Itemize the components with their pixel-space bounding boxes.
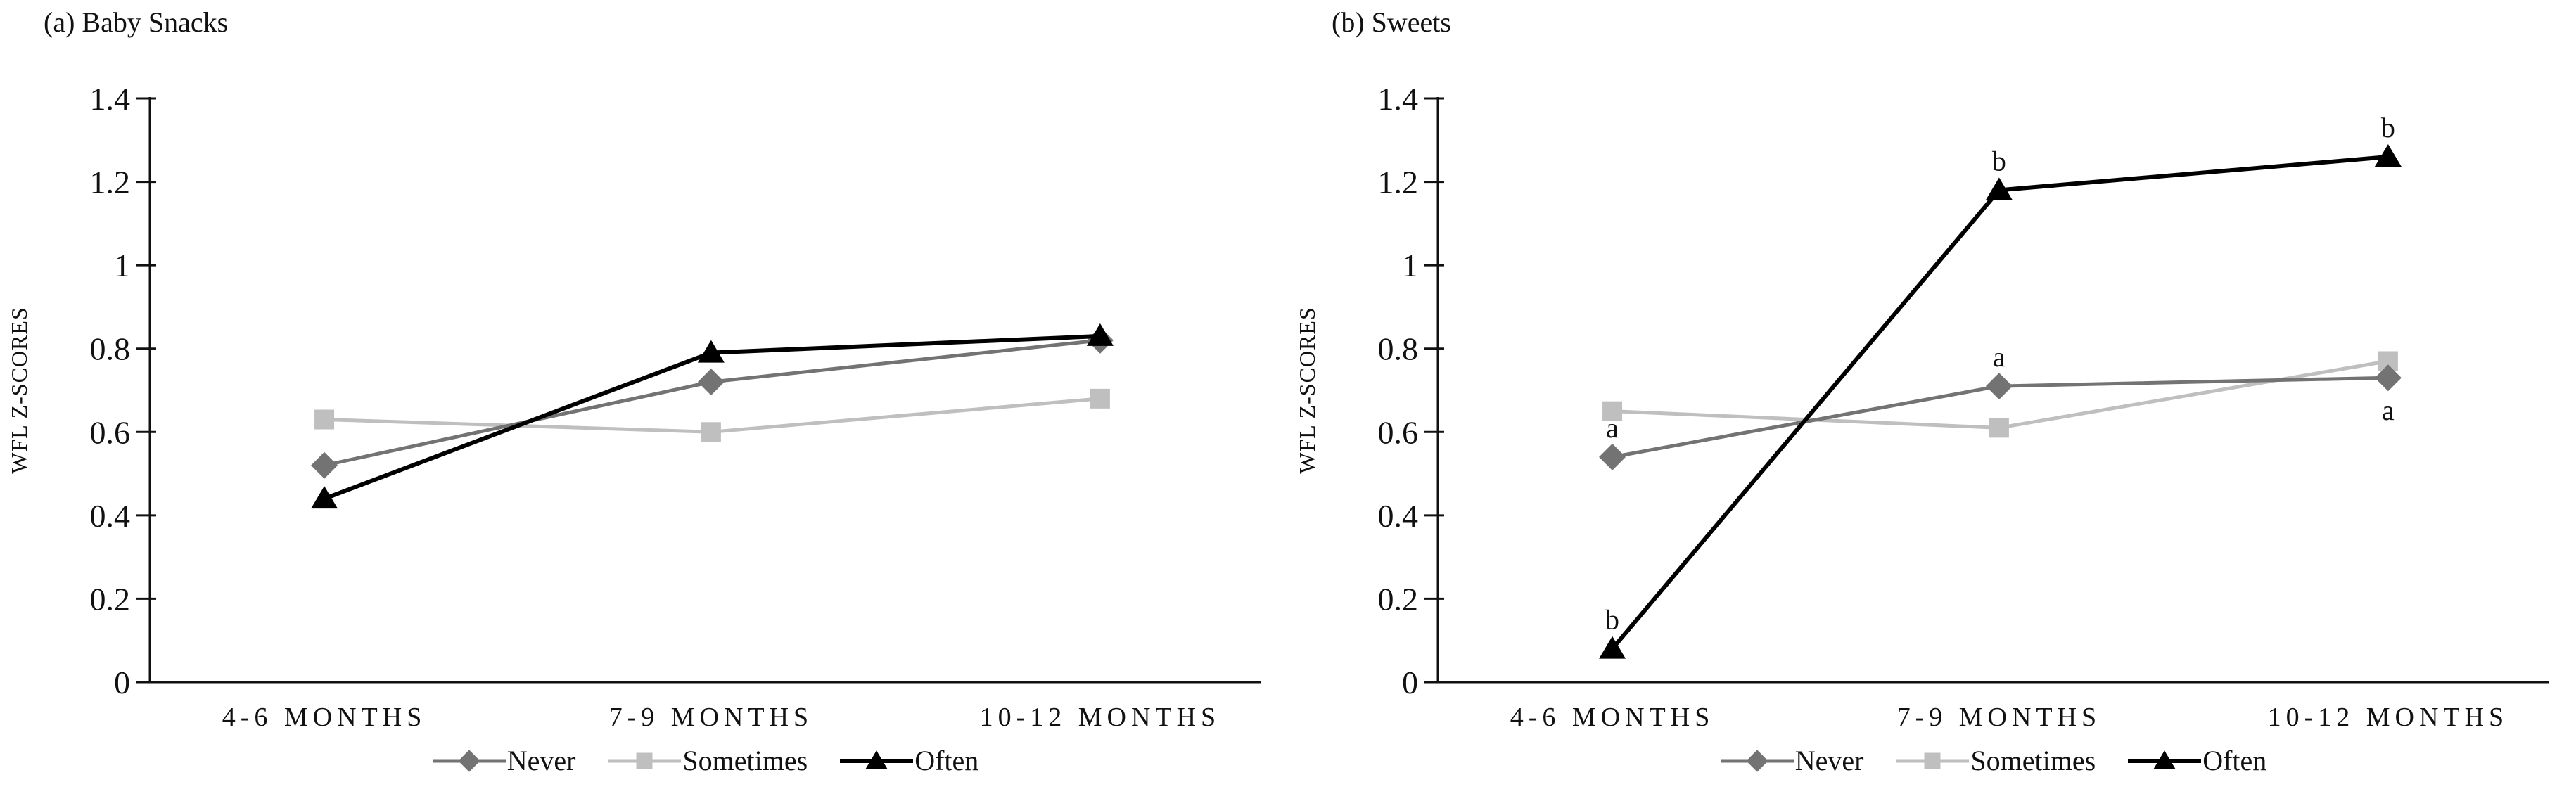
- significance-label: b: [2381, 112, 2395, 143]
- marker-triangle-often: [1985, 177, 2013, 200]
- legend-item-never: Never: [432, 744, 576, 777]
- panel-baby-snacks: (a) Baby Snacks 0 0.2 0.4 0.6 0.8 1 1.2 1.4 WFL …: [6, 6, 1261, 777]
- legend-item-often: Often: [2128, 744, 2266, 777]
- marker-square-sometimes: [1989, 418, 2009, 438]
- significance-label: b: [1992, 145, 2006, 177]
- y-tick-label: 0.4: [90, 498, 131, 534]
- y-axis-title: WFL Z-SCORES: [6, 307, 32, 474]
- y-tick-label: 1: [114, 248, 130, 283]
- legend-baby-snacks: Never Sometimes Often: [150, 744, 1261, 777]
- legend-label: Never: [506, 745, 576, 776]
- panel-a-title: (a) Baby Snacks: [44, 6, 229, 38]
- marker-square-sometimes: [701, 422, 721, 442]
- y-axis-title: WFL Z-SCORES: [1294, 307, 1320, 474]
- y-tick-label: 0.6: [1378, 414, 1419, 450]
- marker-diamond-never: [1599, 443, 1626, 470]
- legend-item-sometimes: Sometimes: [608, 744, 808, 777]
- y-tick-label: 0.8: [90, 331, 131, 367]
- legend-label: Sometimes: [682, 745, 808, 776]
- legend-swatch-square: [608, 752, 682, 769]
- marker-triangle-often: [2374, 144, 2402, 167]
- y-tick-label: 0.4: [1378, 498, 1419, 534]
- y-tick-label: 0.8: [1378, 331, 1419, 367]
- legend-marker-square: [1924, 752, 1941, 769]
- significance-label: b: [1605, 604, 1619, 636]
- y-tick-label: 1.4: [90, 81, 131, 117]
- marker-triangle-often: [1599, 636, 1626, 659]
- legend-label: Never: [1794, 745, 1864, 776]
- legend-marker-diamond: [458, 749, 480, 772]
- significance-label: a: [1993, 341, 2006, 373]
- legend-swatch-triangle: [2128, 750, 2202, 769]
- legend-swatch-triangle: [840, 750, 914, 769]
- series-line-often: [1610, 155, 2389, 651]
- legend-swatch-diamond: [1720, 749, 1794, 772]
- legend-marker-triangle: [865, 750, 888, 769]
- y-tick-label: 1.2: [90, 165, 131, 200]
- legend-marker-diamond: [1746, 749, 1768, 772]
- legend-label: Often: [2202, 745, 2267, 776]
- y-tick-label: 0.2: [90, 581, 131, 617]
- marker-square-sometimes: [1602, 401, 1623, 421]
- legend-marker-square: [636, 752, 653, 769]
- marker-triangle-often: [311, 486, 338, 509]
- marker-square-sometimes: [314, 409, 335, 430]
- legend-swatch-diamond: [432, 749, 506, 772]
- x-category-label: 10-12 MONTHS: [2268, 703, 2509, 732]
- significance-label: a: [1606, 412, 1619, 444]
- legend-item-never: Never: [1720, 744, 1864, 777]
- y-tick-label: 0: [1402, 665, 1418, 700]
- marker-triangle-often: [1086, 323, 1114, 346]
- legend-swatch-square: [1896, 752, 1970, 769]
- legend-label: Often: [914, 745, 979, 776]
- legend-sweets: Never Sometimes Often: [1438, 744, 2549, 777]
- legend-marker-triangle: [2153, 750, 2176, 769]
- legend-label: Sometimes: [1970, 745, 2096, 776]
- x-category-label: 4-6 MONTHS: [222, 703, 427, 732]
- marker-diamond-never: [2374, 364, 2402, 392]
- legend-item-often: Often: [840, 744, 978, 777]
- marker-square-sometimes: [1090, 388, 1110, 409]
- panel-sweets: (b) Sweets 0 0.2 0.4 0.6 0.8 1 1.2 1.4 WFL Z-SCO…: [1288, 0, 2576, 801]
- baby-snacks-chart: 0 0.2 0.4 0.6 0.8 1 1.2 1.4 WFL Z-SCORES 4-6 MONT…: [6, 81, 1261, 732]
- marker-triangle-often: [697, 340, 725, 363]
- significance-label: a: [2382, 395, 2395, 426]
- y-tick-label: 1: [1402, 248, 1418, 283]
- sweets-chart: 0 0.2 0.4 0.6 0.8 1 1.2 1.4 WFL Z-SCORES 4-6 MONT…: [1294, 81, 2549, 732]
- x-category-label: 7-9 MONTHS: [1897, 703, 2102, 732]
- marker-diamond-never: [311, 451, 338, 479]
- y-tick-label: 0.2: [1378, 581, 1419, 617]
- y-tick-label: 1.4: [1378, 81, 1419, 117]
- marker-diamond-never: [697, 369, 725, 396]
- marker-diamond-never: [1985, 373, 2013, 400]
- y-tick-label: 0.6: [90, 414, 131, 450]
- y-tick-label: 0: [114, 665, 130, 700]
- panel-b-title: (b) Sweets: [1332, 6, 1451, 38]
- x-category-label: 7-9 MONTHS: [609, 703, 814, 732]
- y-tick-label: 1.2: [1378, 165, 1419, 200]
- legend-item-sometimes: Sometimes: [1896, 744, 2096, 777]
- x-category-label: 10-12 MONTHS: [980, 703, 1221, 732]
- x-category-label: 4-6 MONTHS: [1510, 703, 1715, 732]
